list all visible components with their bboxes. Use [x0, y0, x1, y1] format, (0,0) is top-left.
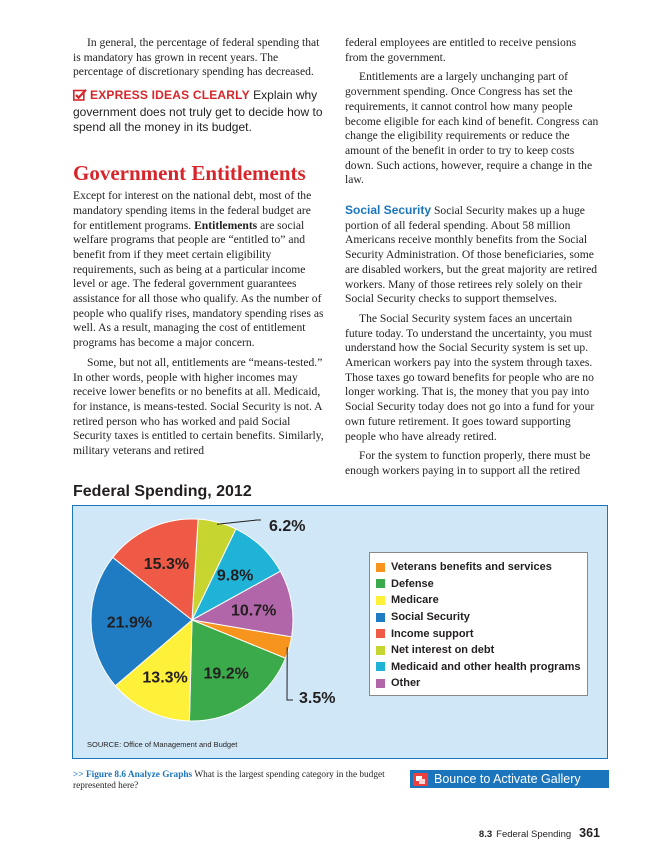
section-heading: Government Entitlements	[73, 161, 306, 186]
social-security-paragraph: Social Security Social Security makes up…	[345, 203, 600, 307]
social-security-text: Social Security makes up a huge portion …	[345, 204, 598, 306]
bounce-gallery-button[interactable]: Bounce to Activate Gallery	[410, 770, 609, 788]
footer-section: 8.3	[478, 829, 493, 840]
workers-paragraph: For the system to function properly, the…	[345, 449, 591, 477]
legend-swatch	[376, 645, 385, 655]
legend-swatch	[376, 595, 385, 605]
entitlements-text-a: Except for interest on the national debt…	[73, 189, 312, 232]
pie-slice	[190, 570, 294, 638]
legend-label: Medicaid and other health programs	[391, 660, 581, 673]
chart-panel: 6.2% 9.8% 10.7% 3.5% 19.2% 13.3% 21.9% 15.3% Ve…	[72, 505, 608, 759]
legend-item: Income support	[376, 625, 587, 642]
legend-item: Medicare	[376, 592, 587, 609]
social-security-heading: Social Security	[345, 203, 432, 218]
left-column: In general, the percentage of federal sp…	[73, 36, 326, 464]
legend-item: Defense	[376, 576, 587, 593]
page-footer: 8.3 Federal Spending 361	[479, 826, 600, 840]
caption-figure: Figure 8.6 Analyze Graphs	[85, 770, 193, 780]
legend-swatch	[376, 579, 385, 589]
pie-slice-label: 6.2%	[269, 518, 305, 535]
legend-item: Net interest on debt	[376, 642, 587, 659]
legend-swatch	[376, 612, 385, 622]
pie-slice	[112, 518, 199, 621]
pie-slice-label: 3.5%	[299, 690, 335, 707]
uncertain-future-paragraph: The Social Security system faces an unce…	[345, 311, 595, 443]
legend-swatch	[376, 678, 385, 688]
pie-slice-label: 10.7%	[231, 603, 276, 620]
pie-slice	[188, 619, 287, 722]
legend-label: Medicare	[391, 594, 439, 607]
entitlements-paragraph: Except for interest on the national debt…	[73, 189, 326, 351]
legend-label: Other	[391, 677, 421, 690]
leader-line	[286, 647, 293, 701]
intro-paragraph: In general, the percentage of federal sp…	[73, 36, 320, 79]
chart-legend: Veterans benefits and services Defense Med…	[369, 552, 588, 696]
chart-source: SOURCE: Office of Management and Budget	[87, 740, 238, 749]
page-number: 361	[579, 826, 600, 840]
legend-item: Other	[376, 675, 587, 692]
legend-item: Veterans benefits and services	[376, 559, 587, 576]
pie-slice-label: 19.2%	[204, 665, 249, 682]
express-ideas-lead: EXPRESS IDEAS CLEARLY	[90, 88, 250, 103]
express-ideas-text: Explain why government does not truly ge…	[73, 88, 323, 135]
unchanging-paragraph: Entitlements are a largely unchanging pa…	[345, 70, 599, 187]
legend-label: Veterans benefits and services	[391, 561, 552, 574]
legend-label: Social Security	[391, 611, 470, 624]
figure-caption: >> Figure 8.6 Analyze Graphs What is the…	[73, 770, 403, 792]
pensions-paragraph: federal employees are entitled to receiv…	[345, 36, 577, 64]
legend-label: Net interest on debt	[391, 644, 495, 657]
legend-item: Medicaid and other health programs	[376, 659, 587, 676]
caption-text: What is the largest spending category in…	[73, 770, 385, 791]
legend-swatch	[376, 562, 385, 572]
footer-title: Federal Spending	[496, 829, 572, 840]
legend-label: Defense	[391, 577, 434, 590]
legend-item: Social Security	[376, 609, 587, 626]
pie-slice	[90, 556, 193, 687]
pie-slice	[114, 618, 193, 722]
legend-swatch	[376, 662, 385, 672]
caption-marker: >>	[73, 770, 84, 780]
bounce-icon	[413, 772, 428, 786]
pie-chart: 6.2% 9.8% 10.7% 3.5% 19.2% 13.3% 21.9% 15.3%	[90, 518, 335, 722]
checkbox-check-icon	[73, 89, 87, 105]
pie-slice-label: 21.9%	[107, 614, 152, 631]
means-tested-paragraph: Some, but not all, entitlements are “mea…	[73, 355, 324, 458]
leader-line	[216, 519, 261, 525]
pie-slice-label: 15.3%	[144, 556, 189, 573]
legend-label: Income support	[391, 627, 474, 640]
entitlements-text-b: are social welfare programs that people …	[73, 218, 324, 350]
entitlements-term: Entitlements	[194, 218, 258, 232]
express-ideas-prompt: EXPRESS IDEAS CLEARLY Explain why govern…	[73, 88, 326, 135]
right-column: federal employees are entitled to receiv…	[345, 36, 600, 484]
bounce-label: Bounce to Activate Gallery	[434, 772, 581, 786]
pie-slice-label: 9.8%	[217, 568, 253, 585]
legend-swatch	[376, 629, 385, 639]
chart-title: Federal Spending, 2012	[73, 483, 252, 500]
pie-slice-label: 13.3%	[142, 670, 187, 687]
